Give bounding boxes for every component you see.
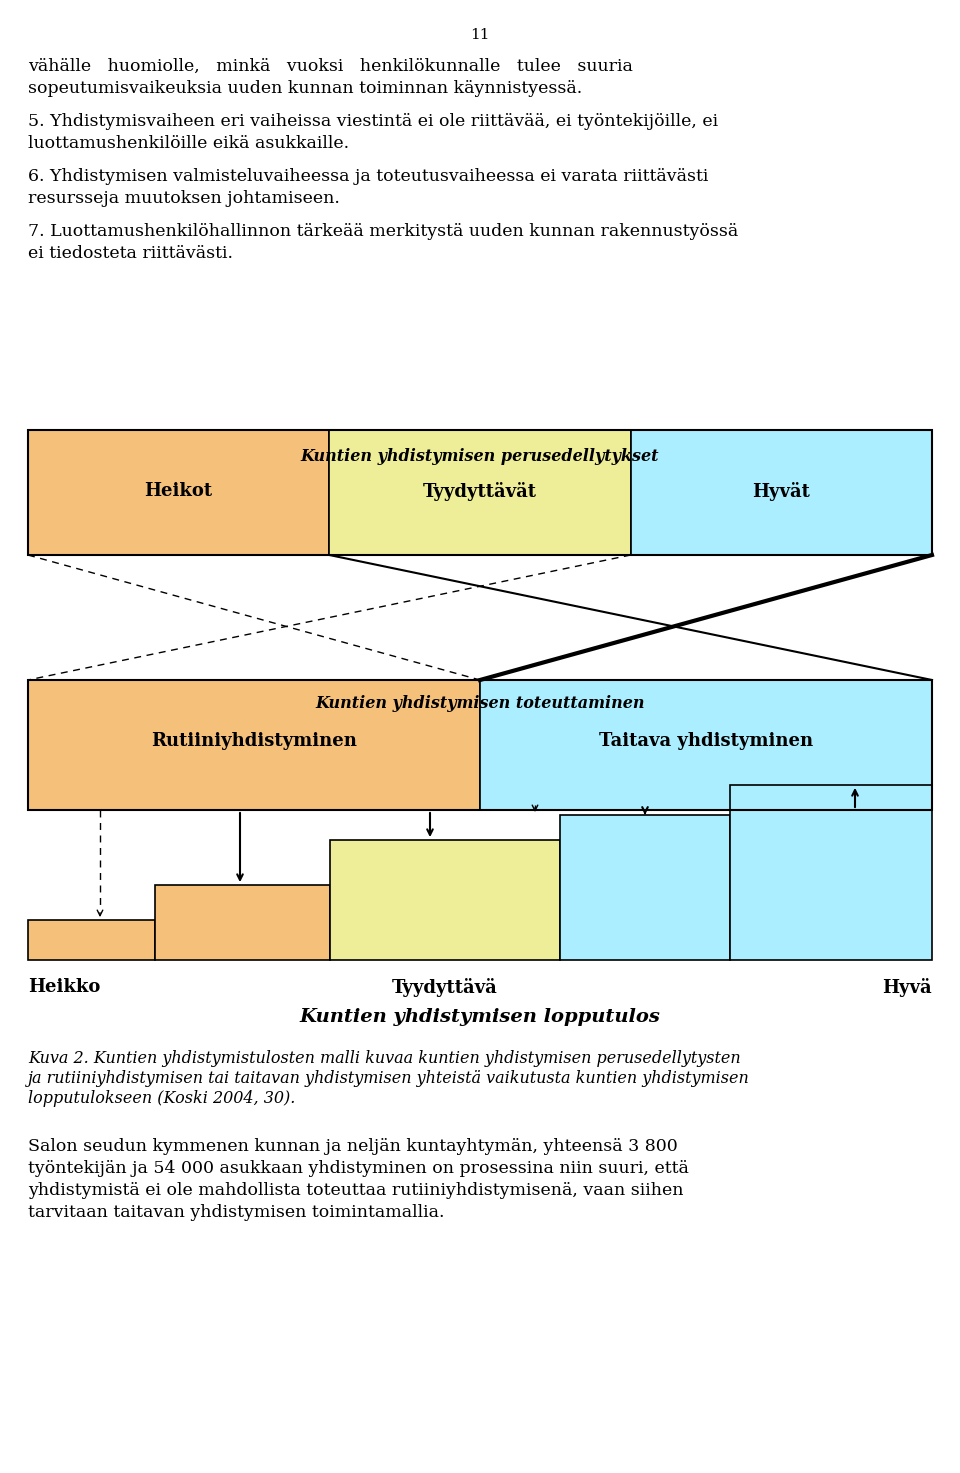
Text: luottamushenkilöille eikä asukkaille.: luottamushenkilöille eikä asukkaille. xyxy=(28,136,349,152)
Text: yhdistymistä ei ole mahdollista toteuttaa rutiiniyhdistymisenä, vaan siihen: yhdistymistä ei ole mahdollista toteutta… xyxy=(28,1181,684,1199)
Text: 11: 11 xyxy=(470,28,490,43)
Text: Salon seudun kymmenen kunnan ja neljän kuntayhtymän, yhteensä 3 800: Salon seudun kymmenen kunnan ja neljän k… xyxy=(28,1139,678,1155)
Text: resursseja muutoksen johtamiseen.: resursseja muutoksen johtamiseen. xyxy=(28,190,340,208)
Text: 6. Yhdistymisen valmisteluvaiheessa ja toteutusvaiheessa ei varata riittävästi: 6. Yhdistymisen valmisteluvaiheessa ja t… xyxy=(28,168,708,186)
Bar xyxy=(730,785,932,960)
Text: Heikko: Heikko xyxy=(28,978,101,996)
Text: Kuntien yhdistymisen perusedellytykset: Kuntien yhdistymisen perusedellytykset xyxy=(300,448,660,465)
Text: Heikot: Heikot xyxy=(145,482,213,499)
Text: Kuntien yhdistymisen lopputulos: Kuntien yhdistymisen lopputulos xyxy=(300,1008,660,1027)
Text: tarvitaan taitavan yhdistymisen toimintamallia.: tarvitaan taitavan yhdistymisen toiminta… xyxy=(28,1203,444,1221)
Text: lopputulokseen (Koski 2004, 30).: lopputulokseen (Koski 2004, 30). xyxy=(28,1090,296,1108)
Text: 7. Luottamushenkilöhallinnon tärkeää merkitystä uuden kunnan rakennustyössä: 7. Luottamushenkilöhallinnon tärkeää mer… xyxy=(28,222,738,240)
Bar xyxy=(28,430,932,555)
Text: Kuntien yhdistymisen toteuttaminen: Kuntien yhdistymisen toteuttaminen xyxy=(315,695,645,711)
Text: ja rutiiniyhdistymisen tai taitavan yhdistymisen yhteistä vaikutusta kuntien yhd: ja rutiiniyhdistymisen tai taitavan yhdi… xyxy=(28,1069,750,1087)
Bar xyxy=(155,885,330,960)
Bar xyxy=(480,681,932,810)
Text: Rutiiniyhdistyminen: Rutiiniyhdistyminen xyxy=(151,732,357,750)
Bar xyxy=(329,430,631,555)
Text: Hyvä: Hyvä xyxy=(882,978,932,997)
Text: työntekijän ja 54 000 asukkaan yhdistyminen on prosessina niin suuri, että: työntekijän ja 54 000 asukkaan yhdistymi… xyxy=(28,1161,689,1177)
Bar xyxy=(28,921,155,960)
Bar xyxy=(631,430,932,555)
Text: 5. Yhdistymisvaiheen eri vaiheissa viestintä ei ole riittävää, ei työntekijöille: 5. Yhdistymisvaiheen eri vaiheissa viest… xyxy=(28,113,718,130)
Text: Hyvät: Hyvät xyxy=(753,482,810,501)
Bar xyxy=(28,681,480,810)
Text: Tyydyttävät: Tyydyttävät xyxy=(423,482,537,501)
Bar xyxy=(28,681,932,810)
Text: Taitava yhdistyminen: Taitava yhdistyminen xyxy=(599,732,813,750)
Text: ei tiedosteta riittävästi.: ei tiedosteta riittävästi. xyxy=(28,245,233,262)
Text: vähälle   huomiolle,   minkä   vuoksi   henkilökunnalle   tulee   suuria: vähälle huomiolle, minkä vuoksi henkilök… xyxy=(28,57,633,75)
Text: Kuva 2. Kuntien yhdistymistulosten malli kuvaa kuntien yhdistymisen perusedellyt: Kuva 2. Kuntien yhdistymistulosten malli… xyxy=(28,1050,740,1066)
Bar xyxy=(28,430,329,555)
Bar xyxy=(330,840,560,960)
Text: sopeutumisvaikeuksia uuden kunnan toiminnan käynnistyessä.: sopeutumisvaikeuksia uuden kunnan toimin… xyxy=(28,80,583,97)
Text: Tyydyttävä: Tyydyttävä xyxy=(392,978,498,997)
Bar xyxy=(560,815,730,960)
